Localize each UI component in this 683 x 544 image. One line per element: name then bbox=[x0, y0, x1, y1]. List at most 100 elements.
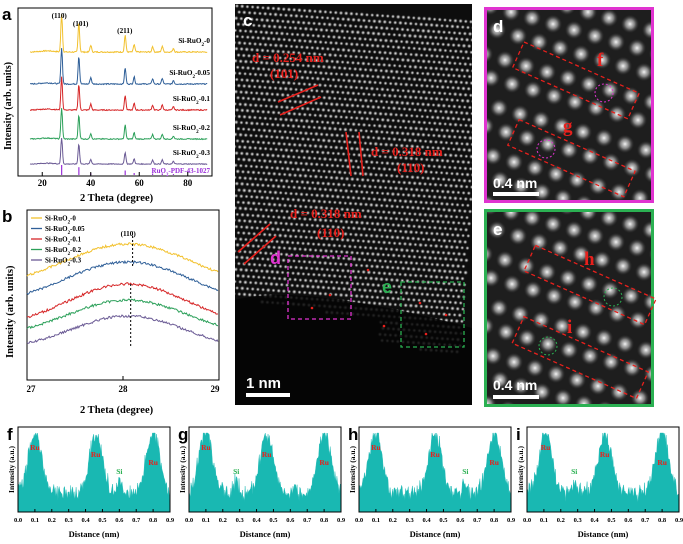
lattice-atom bbox=[369, 42, 376, 49]
lattice-atom bbox=[319, 131, 325, 137]
lattice-atom bbox=[300, 240, 306, 246]
ru-label: Ru bbox=[657, 458, 667, 467]
lattice-atom bbox=[257, 11, 263, 16]
magnified-atom bbox=[487, 244, 494, 264]
lattice-atom bbox=[256, 23, 262, 29]
lattice-atom bbox=[445, 262, 451, 269]
lattice-atom bbox=[235, 119, 239, 125]
lattice-atom bbox=[251, 53, 257, 59]
magnified-atom bbox=[508, 26, 528, 46]
lattice-atom bbox=[466, 190, 472, 196]
lattice-atom bbox=[300, 32, 306, 38]
lattice-atom bbox=[311, 229, 318, 235]
lattice-atom bbox=[367, 37, 373, 42]
lattice-atom bbox=[415, 309, 421, 316]
lattice-atom bbox=[447, 60, 453, 66]
lattice-atom bbox=[337, 22, 343, 28]
lattice-atom bbox=[448, 226, 453, 232]
lattice-atom bbox=[462, 239, 468, 245]
lattice-atom bbox=[378, 141, 384, 147]
lattice-atom bbox=[235, 113, 237, 119]
lattice-atom bbox=[280, 79, 287, 86]
profile-xtick-label: 0.1 bbox=[540, 517, 548, 524]
lattice-atom bbox=[429, 53, 435, 59]
lattice-atom bbox=[414, 260, 420, 266]
lattice-atom bbox=[343, 292, 349, 298]
lattice-atom bbox=[265, 35, 272, 42]
lattice-atom bbox=[306, 167, 311, 173]
lattice-atom bbox=[364, 159, 370, 165]
lattice-atom bbox=[262, 262, 268, 268]
lattice-atom bbox=[435, 84, 440, 90]
magnified-atom bbox=[559, 340, 579, 360]
lattice-atom bbox=[301, 228, 307, 234]
lattice-atom bbox=[283, 55, 288, 61]
lattice-atom bbox=[331, 212, 337, 218]
lattice-atom bbox=[400, 88, 406, 94]
lattice-atom bbox=[391, 210, 397, 216]
magnified-atom bbox=[500, 400, 516, 404]
a-xtick-label-1: 40 bbox=[86, 178, 96, 188]
lattice-atom bbox=[381, 92, 388, 99]
lattice-atom bbox=[293, 234, 299, 239]
magnified-atom bbox=[636, 340, 651, 360]
lattice-atom bbox=[347, 96, 353, 102]
lattice-atom bbox=[371, 270, 377, 276]
magnified-atom bbox=[489, 298, 509, 318]
magnified-atom bbox=[529, 232, 549, 252]
lattice-atom bbox=[459, 141, 465, 147]
lattice-atom bbox=[465, 245, 470, 251]
lattice-atom bbox=[266, 97, 272, 103]
lattice-atom bbox=[451, 281, 457, 287]
lattice-atom bbox=[259, 121, 265, 127]
lattice-atom bbox=[328, 175, 335, 181]
lattice-atom bbox=[379, 129, 385, 135]
lattice-atom bbox=[424, 291, 430, 298]
lattice-atom bbox=[425, 175, 431, 181]
lattice-atom bbox=[451, 207, 458, 214]
lattice-atom bbox=[411, 297, 417, 303]
xrd-series-label-2-sub: 2 bbox=[196, 100, 199, 106]
lattice-atom bbox=[332, 200, 338, 205]
lattice-atom bbox=[283, 251, 290, 258]
lattice-atom bbox=[374, 160, 380, 165]
lattice-atom bbox=[290, 19, 296, 25]
lattice-atom bbox=[401, 32, 408, 39]
lattice-atom bbox=[468, 123, 472, 129]
lattice-atom bbox=[249, 268, 254, 273]
lattice-atom bbox=[350, 237, 356, 243]
profile-xtick-label: 0.3 bbox=[236, 517, 245, 524]
lattice-atom bbox=[323, 101, 330, 107]
lattice-atom bbox=[447, 121, 453, 127]
lattice-atom bbox=[306, 51, 312, 56]
lattice-atom bbox=[257, 145, 263, 151]
lattice-atom bbox=[267, 189, 273, 195]
lattice-atom bbox=[239, 254, 245, 261]
lattice-atom bbox=[254, 121, 260, 127]
lattice-atom bbox=[331, 169, 338, 175]
lattice-atom bbox=[367, 257, 373, 263]
lattice-atom bbox=[299, 148, 305, 154]
lattice-atom bbox=[297, 69, 303, 74]
b-legend-label-1-main: Si-RuO bbox=[45, 225, 68, 233]
lattice-atom bbox=[253, 206, 259, 213]
magnified-atom bbox=[606, 232, 626, 252]
lattice-atom bbox=[394, 247, 400, 253]
lattice-atom bbox=[311, 94, 317, 100]
lattice-atom bbox=[364, 42, 370, 48]
lattice-atom bbox=[330, 120, 336, 126]
lattice-atom bbox=[302, 38, 308, 44]
lattice-atom bbox=[342, 126, 349, 133]
lattice-atom bbox=[313, 27, 319, 32]
lattice-atom bbox=[236, 217, 243, 224]
panel-c-scale-label: 1 nm bbox=[246, 375, 281, 392]
lattice-atom bbox=[292, 37, 298, 43]
lattice-atom bbox=[447, 91, 453, 97]
b-legend-label-3-main: Si-RuO bbox=[45, 246, 68, 254]
lattice-atom bbox=[454, 244, 460, 251]
lattice-atom bbox=[316, 21, 322, 27]
lattice-atom bbox=[440, 115, 446, 121]
xrd-series-label-3-main: Si-RuO bbox=[173, 124, 197, 132]
lattice-atom bbox=[430, 41, 436, 47]
lattice-atom bbox=[422, 108, 428, 113]
